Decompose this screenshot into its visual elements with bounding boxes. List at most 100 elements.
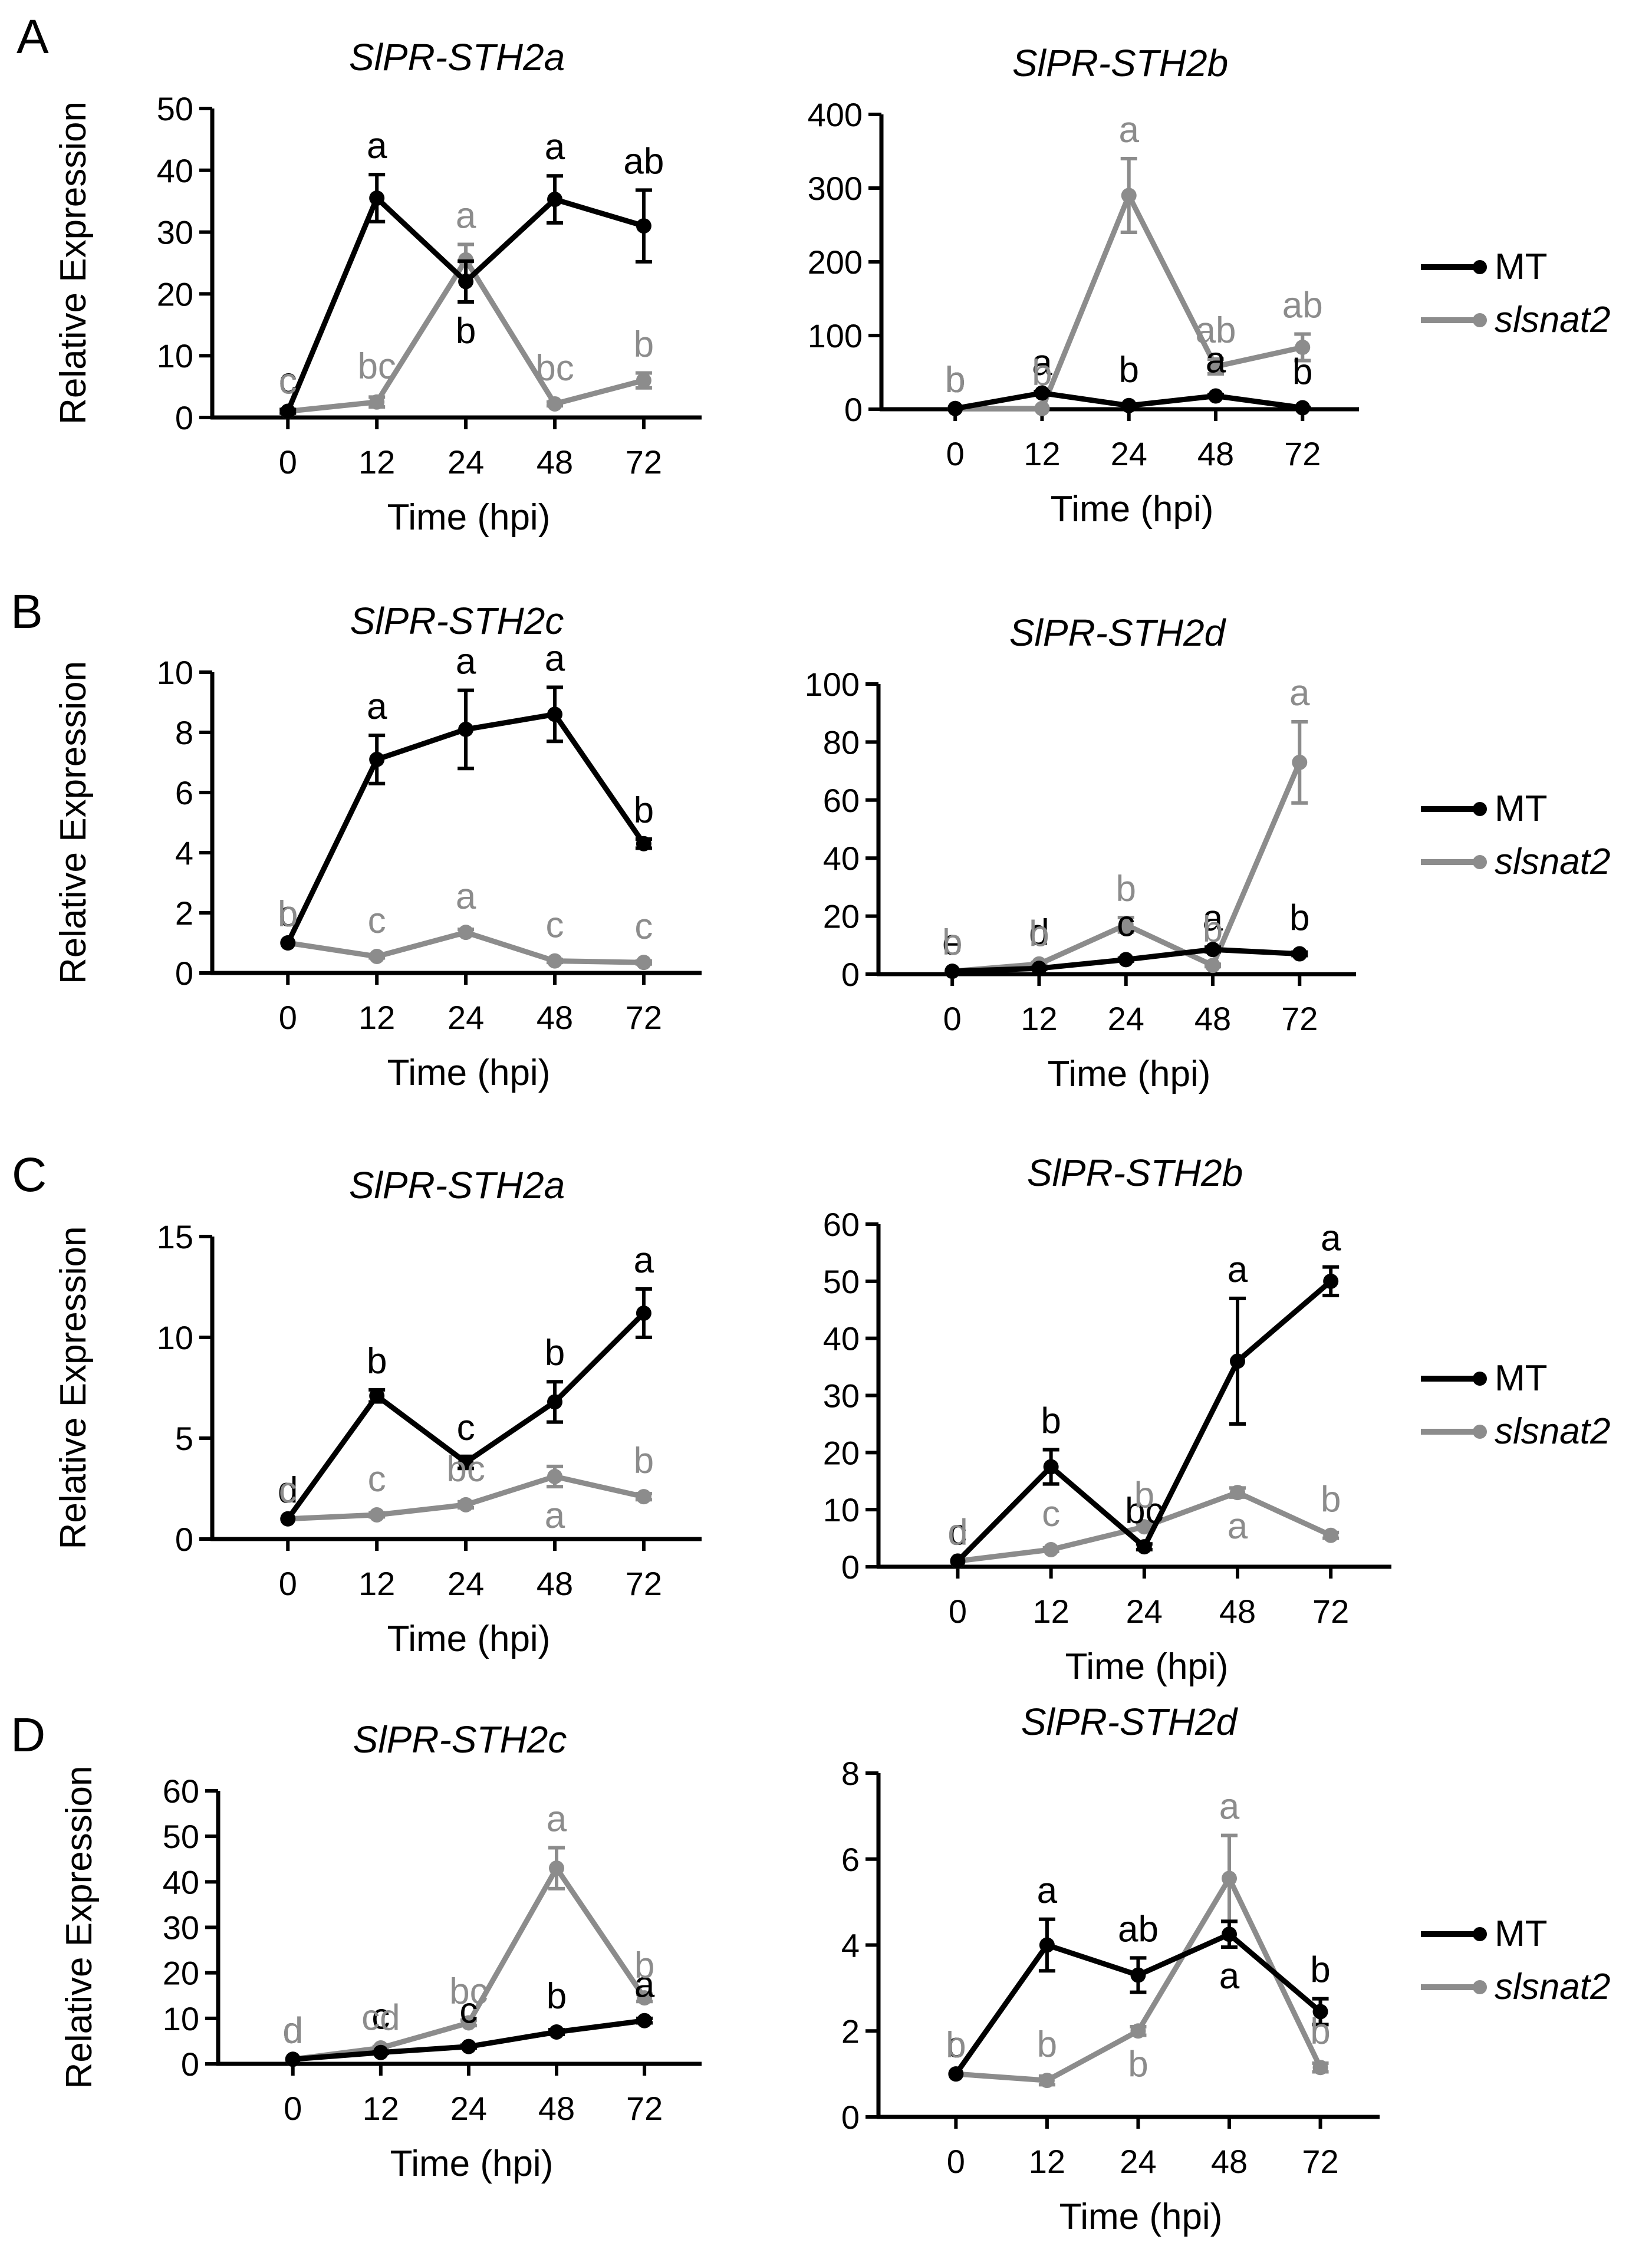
panel-label-A: A bbox=[17, 10, 49, 64]
data-point bbox=[280, 403, 296, 419]
significance-letter: d bbox=[947, 1512, 967, 1553]
y-tick-label: 40 bbox=[157, 152, 193, 189]
legend-label-mt: MT bbox=[1495, 1358, 1548, 1399]
x-tick-label: 24 bbox=[447, 1565, 484, 1602]
x-axis-label: Time (hpi) bbox=[1065, 1646, 1229, 1687]
y-tick-label: 0 bbox=[841, 956, 860, 993]
significance-letter: a bbox=[367, 126, 387, 166]
y-tick-label: 10 bbox=[823, 1491, 860, 1528]
data-point bbox=[549, 1860, 564, 1876]
y-tick-label: 300 bbox=[808, 170, 863, 207]
significance-letter: b bbox=[1321, 1479, 1341, 1520]
y-tick-label: 20 bbox=[823, 1434, 860, 1471]
data-point bbox=[549, 2024, 564, 2040]
x-tick-label: 72 bbox=[626, 2090, 663, 2127]
significance-letter: b bbox=[1134, 1475, 1154, 1515]
y-axis-label: Relative Expression bbox=[53, 101, 94, 425]
significance-letter: bc bbox=[535, 348, 574, 389]
legend-label-mut: slsnat2 bbox=[1495, 1411, 1610, 1452]
data-point bbox=[1292, 754, 1308, 770]
legend-marker-mut bbox=[1473, 855, 1487, 869]
significance-letter: b bbox=[1041, 1400, 1061, 1441]
data-point bbox=[369, 1507, 385, 1523]
data-point bbox=[637, 2013, 653, 2028]
x-tick-label: 12 bbox=[1021, 1000, 1057, 1037]
x-tick-label: 24 bbox=[447, 443, 484, 481]
chart-4: SlPR-STH2a 0 5 10 15 0 12 24 48 72 Time (hpi) Relat… bbox=[53, 1164, 702, 1659]
data-point bbox=[1205, 942, 1220, 958]
data-point bbox=[1130, 1967, 1146, 1983]
legend-marker-mut bbox=[1473, 1425, 1487, 1439]
significance-letter: a bbox=[456, 642, 476, 682]
significance-letter: b bbox=[634, 1945, 654, 1986]
data-point bbox=[460, 2038, 476, 2054]
y-axis-label: Relative Expression bbox=[53, 1227, 94, 1550]
significance-letter: bc bbox=[1125, 1491, 1163, 1531]
significance-letter: b bbox=[1032, 353, 1052, 393]
data-point bbox=[1292, 946, 1308, 962]
x-axis-label: Time (hpi) bbox=[1048, 1054, 1211, 1094]
chart-3: SlPR-STH2d 0 20 40 60 80 100 0 12 24 48 72 Time (hpi… bbox=[805, 611, 1356, 1094]
data-point bbox=[636, 1305, 651, 1321]
significance-letter: a bbox=[634, 1965, 655, 2005]
chart-0: SlPR-STH2a 0 10 20 30 40 50 0 12 24 48 72 Time (hpi)… bbox=[53, 36, 702, 538]
legend-marker-mt bbox=[1473, 1927, 1487, 1941]
data-point bbox=[547, 953, 562, 969]
y-tick-label: 0 bbox=[175, 1521, 193, 1558]
data-point bbox=[636, 373, 651, 389]
x-tick-label: 48 bbox=[1211, 2143, 1248, 2180]
data-point bbox=[285, 2051, 301, 2067]
data-point bbox=[547, 1468, 562, 1484]
significance-letter: d bbox=[1029, 912, 1049, 953]
significance-letter: b bbox=[1118, 350, 1138, 390]
x-tick-label: 48 bbox=[1197, 435, 1234, 472]
legend-label-mt: MT bbox=[1495, 1913, 1548, 1954]
data-point bbox=[1039, 1937, 1055, 1953]
y-tick-label: 10 bbox=[157, 337, 193, 374]
data-point bbox=[547, 192, 562, 208]
data-point bbox=[1230, 1353, 1245, 1369]
significance-letter: ab bbox=[623, 141, 664, 182]
significance-letter: a bbox=[545, 1495, 565, 1536]
y-tick-label: 4 bbox=[175, 834, 193, 872]
x-tick-label: 0 bbox=[279, 443, 297, 481]
significance-letter: d bbox=[282, 2010, 302, 2051]
y-tick-label: 100 bbox=[808, 317, 863, 354]
y-tick-label: 0 bbox=[181, 2046, 199, 2083]
x-tick-label: 72 bbox=[1281, 1000, 1318, 1037]
data-point bbox=[1222, 1926, 1237, 1942]
significance-letter: b bbox=[945, 360, 965, 400]
significance-letter: b bbox=[1037, 2024, 1057, 2065]
significance-letter: b bbox=[1292, 352, 1312, 393]
legend-label-mt: MT bbox=[1495, 788, 1548, 829]
x-axis-label: Time (hpi) bbox=[1051, 489, 1214, 530]
significance-letter: b bbox=[1128, 2044, 1148, 2085]
significance-letter: c bbox=[947, 2025, 965, 2066]
significance-letter: a bbox=[547, 1798, 567, 1839]
data-point bbox=[1034, 385, 1050, 401]
data-point bbox=[1323, 1527, 1339, 1543]
data-point bbox=[950, 1553, 966, 1569]
data-point bbox=[369, 394, 385, 410]
data-point bbox=[1118, 917, 1134, 933]
data-point bbox=[1121, 397, 1137, 413]
legend-marker-mt bbox=[1473, 802, 1487, 816]
significance-letter: c bbox=[1117, 903, 1135, 944]
chart-title: SlPR-STH2a bbox=[349, 36, 565, 78]
significance-letter: b bbox=[1029, 913, 1049, 954]
x-tick-label: 0 bbox=[279, 999, 297, 1036]
x-axis-label: Time (hpi) bbox=[390, 2143, 554, 2184]
legend: MT slsnat2 bbox=[1421, 246, 1610, 340]
x-tick-label: 12 bbox=[1032, 1593, 1069, 1630]
legend-marker-mut bbox=[1473, 1980, 1487, 1994]
data-point bbox=[369, 190, 385, 206]
y-tick-label: 50 bbox=[823, 1263, 860, 1300]
significance-letter: a bbox=[456, 196, 476, 236]
data-point bbox=[458, 925, 474, 941]
significance-letter: bc bbox=[357, 346, 396, 387]
x-tick-label: 0 bbox=[949, 1593, 967, 1630]
x-tick-label: 0 bbox=[284, 2090, 302, 2127]
data-point bbox=[1312, 2004, 1328, 2020]
significance-letter: b bbox=[1115, 869, 1136, 909]
significance-letter: a bbox=[1206, 340, 1226, 381]
